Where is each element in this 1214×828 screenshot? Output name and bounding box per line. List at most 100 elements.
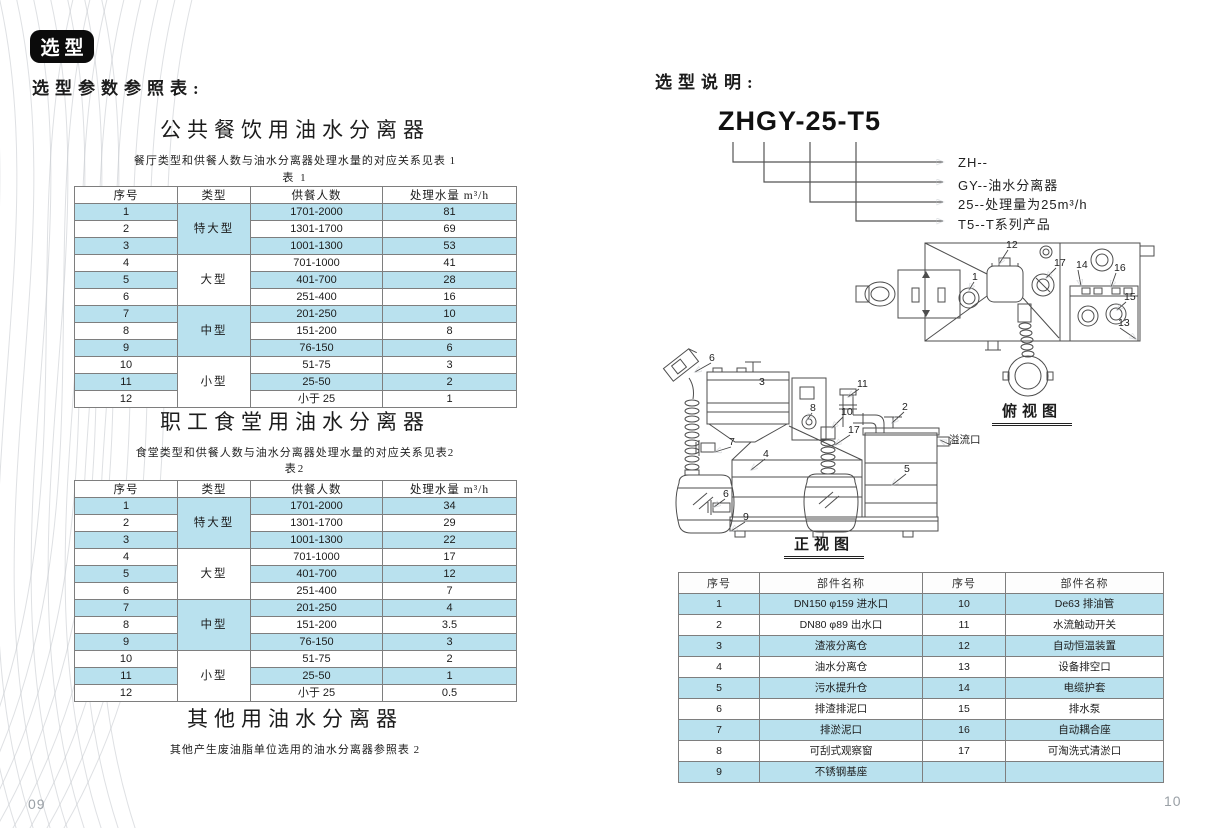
table-row: 11 25-50 1	[74, 667, 517, 685]
column-header: 供餐人数	[250, 186, 383, 204]
cell-flow: 6	[382, 339, 517, 357]
cell-flow: 16	[382, 288, 517, 306]
diagram-callout: 13	[1118, 317, 1130, 329]
cell-people: 701-1000	[250, 548, 383, 566]
table-row: 3 渣液分离仓 12 自动恒温装置	[678, 635, 1164, 657]
column-header: 序号	[74, 480, 178, 498]
cell-part-name: 设备排空口	[1005, 656, 1164, 678]
cell-index: 6	[74, 288, 178, 306]
table-row: 12 小于 25 0.5	[74, 684, 517, 702]
column-header: 类型	[177, 480, 251, 498]
cell-part-name: DN150 φ159 进水口	[759, 593, 923, 615]
table-row: 2 1301-1700 69	[74, 220, 517, 238]
model-legend-item: ZH--	[958, 155, 988, 170]
cell-index: 4	[74, 254, 178, 272]
cell-index: 6	[74, 582, 178, 600]
cell-index: 5	[74, 271, 178, 289]
diagram-callout: 1	[972, 271, 978, 283]
cell-people: 251-400	[250, 582, 383, 600]
diagram-callout: 6	[723, 488, 729, 500]
cell-type: 特大型	[177, 203, 251, 255]
cell-part-name: DN80 φ89 出水口	[759, 614, 923, 636]
cell-people: 小于 25	[250, 684, 383, 702]
diagram-callout: 2	[902, 401, 908, 413]
section-badge: 选型	[30, 30, 94, 63]
right-section-heading: 选型说明:	[655, 73, 759, 92]
cell-flow: 0.5	[382, 684, 517, 702]
cell-people: 201-250	[250, 305, 383, 323]
cell-flow: 8	[382, 322, 517, 340]
table-row: 8 151-200 3.5	[74, 616, 517, 634]
cell-people: 小于 25	[250, 390, 383, 408]
cell-index: 10	[74, 356, 178, 374]
cell-type: 中型	[177, 599, 251, 651]
header-row: 序号 类型 供餐人数 处理水量 m³/h	[74, 480, 517, 498]
cell-people: 25-50	[250, 373, 383, 391]
cell-flow: 10	[382, 305, 517, 323]
parts-list-table: 序号 部件名称 序号 部件名称 1 DN150 φ159 进水口 10 De63 排油管 2 DN…	[678, 572, 1164, 783]
cell-part-name: 可刮式观察窗	[759, 740, 923, 762]
table-row: 9 76-150 6	[74, 339, 517, 357]
cell-part-name: 油水分离仓	[759, 656, 923, 678]
cell-flow: 22	[382, 531, 517, 549]
diagram-callout: 14	[1076, 259, 1088, 271]
column-header: 部件名称	[1005, 572, 1164, 594]
cell-index: 11	[922, 614, 1006, 636]
cell-index: 11	[74, 667, 178, 685]
other-use-subtitle: 其他产生废油脂单位选用的油水分离器参照表 2	[169, 744, 421, 756]
cell-flow: 12	[382, 565, 517, 583]
column-header: 类型	[177, 186, 251, 204]
cell-index: 2	[74, 220, 178, 238]
column-header: 序号	[678, 572, 760, 594]
front-view-label: 正视图	[784, 533, 864, 559]
table-row: 1 特大型 1701-2000 34	[74, 497, 517, 549]
cell-part-name	[1005, 761, 1164, 783]
column-header: 处理水量 m³/h	[382, 186, 517, 204]
cell-index: 7	[74, 305, 178, 323]
top-view-label: 俯视图	[992, 400, 1072, 426]
cell-flow: 2	[382, 373, 517, 391]
table1-title: 公共餐饮用油水分离器	[160, 118, 430, 142]
cell-part-name: De63 排油管	[1005, 593, 1164, 615]
table-row: 6 251-400 16	[74, 288, 517, 306]
cell-flow: 7	[382, 582, 517, 600]
cell-people: 51-75	[250, 356, 383, 374]
table-row: 7 中型 201-250 4	[74, 599, 517, 651]
cell-index	[922, 761, 1006, 783]
diagram-callout: 3	[759, 376, 765, 388]
front-view-diagram: 6 3 11 8 10 2 17 溢流口 7 4 5 6 9	[662, 348, 981, 538]
cell-part-name: 可淘洗式清淤口	[1005, 740, 1164, 762]
cell-type: 大型	[177, 548, 251, 600]
table-row: 4 大型 701-1000 41	[74, 254, 517, 306]
cell-people: 151-200	[250, 322, 383, 340]
cell-index: 6	[678, 698, 760, 720]
cell-index: 12	[922, 635, 1006, 657]
cell-people: 401-700	[250, 565, 383, 583]
table-row: 1 特大型 1701-2000 81	[74, 203, 517, 255]
cell-part-name: 排水泵	[1005, 698, 1164, 720]
cell-people: 76-150	[250, 339, 383, 357]
cell-index: 3	[74, 237, 178, 255]
diagram-callout: 15	[1124, 291, 1136, 303]
table-row: 1 DN150 φ159 进水口 10 De63 排油管	[678, 593, 1164, 615]
cell-flow: 17	[382, 548, 517, 566]
cell-index: 2	[678, 614, 760, 636]
table-row: 12 小于 25 1	[74, 390, 517, 408]
cell-index: 7	[678, 719, 760, 741]
table-row: 4 大型 701-1000 17	[74, 548, 517, 600]
table-row: 8 151-200 8	[74, 322, 517, 340]
cell-type: 特大型	[177, 497, 251, 549]
cell-people: 1001-1300	[250, 531, 383, 549]
model-legend-item: 25--处理量为25m³/h	[958, 197, 1088, 212]
cell-index: 16	[922, 719, 1006, 741]
column-header: 序号	[74, 186, 178, 204]
cell-people: 1701-2000	[250, 497, 383, 515]
table-row: 2 1301-1700 29	[74, 514, 517, 532]
cell-part-name: 渣液分离仓	[759, 635, 923, 657]
table1-caption: 表 1	[282, 172, 308, 184]
cell-index: 11	[74, 373, 178, 391]
cell-flow: 34	[382, 497, 517, 515]
table-row: 5 401-700 12	[74, 565, 517, 583]
diagram-callout: 10	[841, 406, 853, 418]
diagram-callout: 9	[743, 511, 749, 523]
